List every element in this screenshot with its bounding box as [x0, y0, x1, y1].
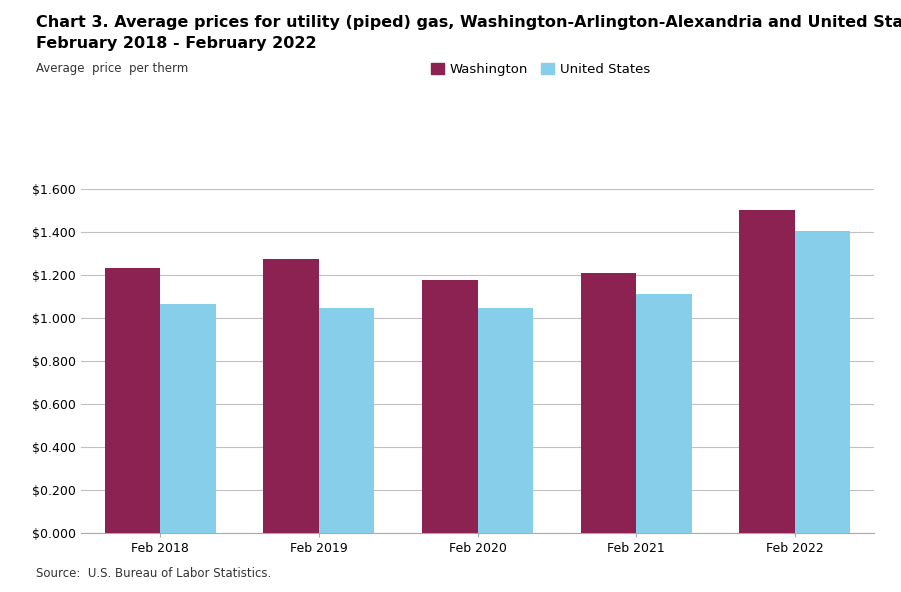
- Bar: [636, 294, 692, 533]
- Bar: [319, 308, 375, 533]
- Bar: [422, 280, 478, 533]
- Bar: [105, 268, 160, 533]
- Bar: [580, 273, 636, 533]
- Text: Average  price  per therm: Average price per therm: [36, 62, 188, 75]
- Text: February 2018 - February 2022: February 2018 - February 2022: [36, 36, 316, 50]
- Bar: [478, 308, 533, 533]
- Bar: [263, 259, 319, 533]
- Bar: [160, 304, 216, 533]
- Text: Source:  U.S. Bureau of Labor Statistics.: Source: U.S. Bureau of Labor Statistics.: [36, 567, 271, 580]
- Legend: Washington, United States: Washington, United States: [432, 63, 650, 76]
- Text: Chart 3. Average prices for utility (piped) gas, Washington-Arlington-Alexandria: Chart 3. Average prices for utility (pip…: [36, 15, 901, 30]
- Bar: [739, 210, 795, 533]
- Bar: [795, 231, 851, 533]
